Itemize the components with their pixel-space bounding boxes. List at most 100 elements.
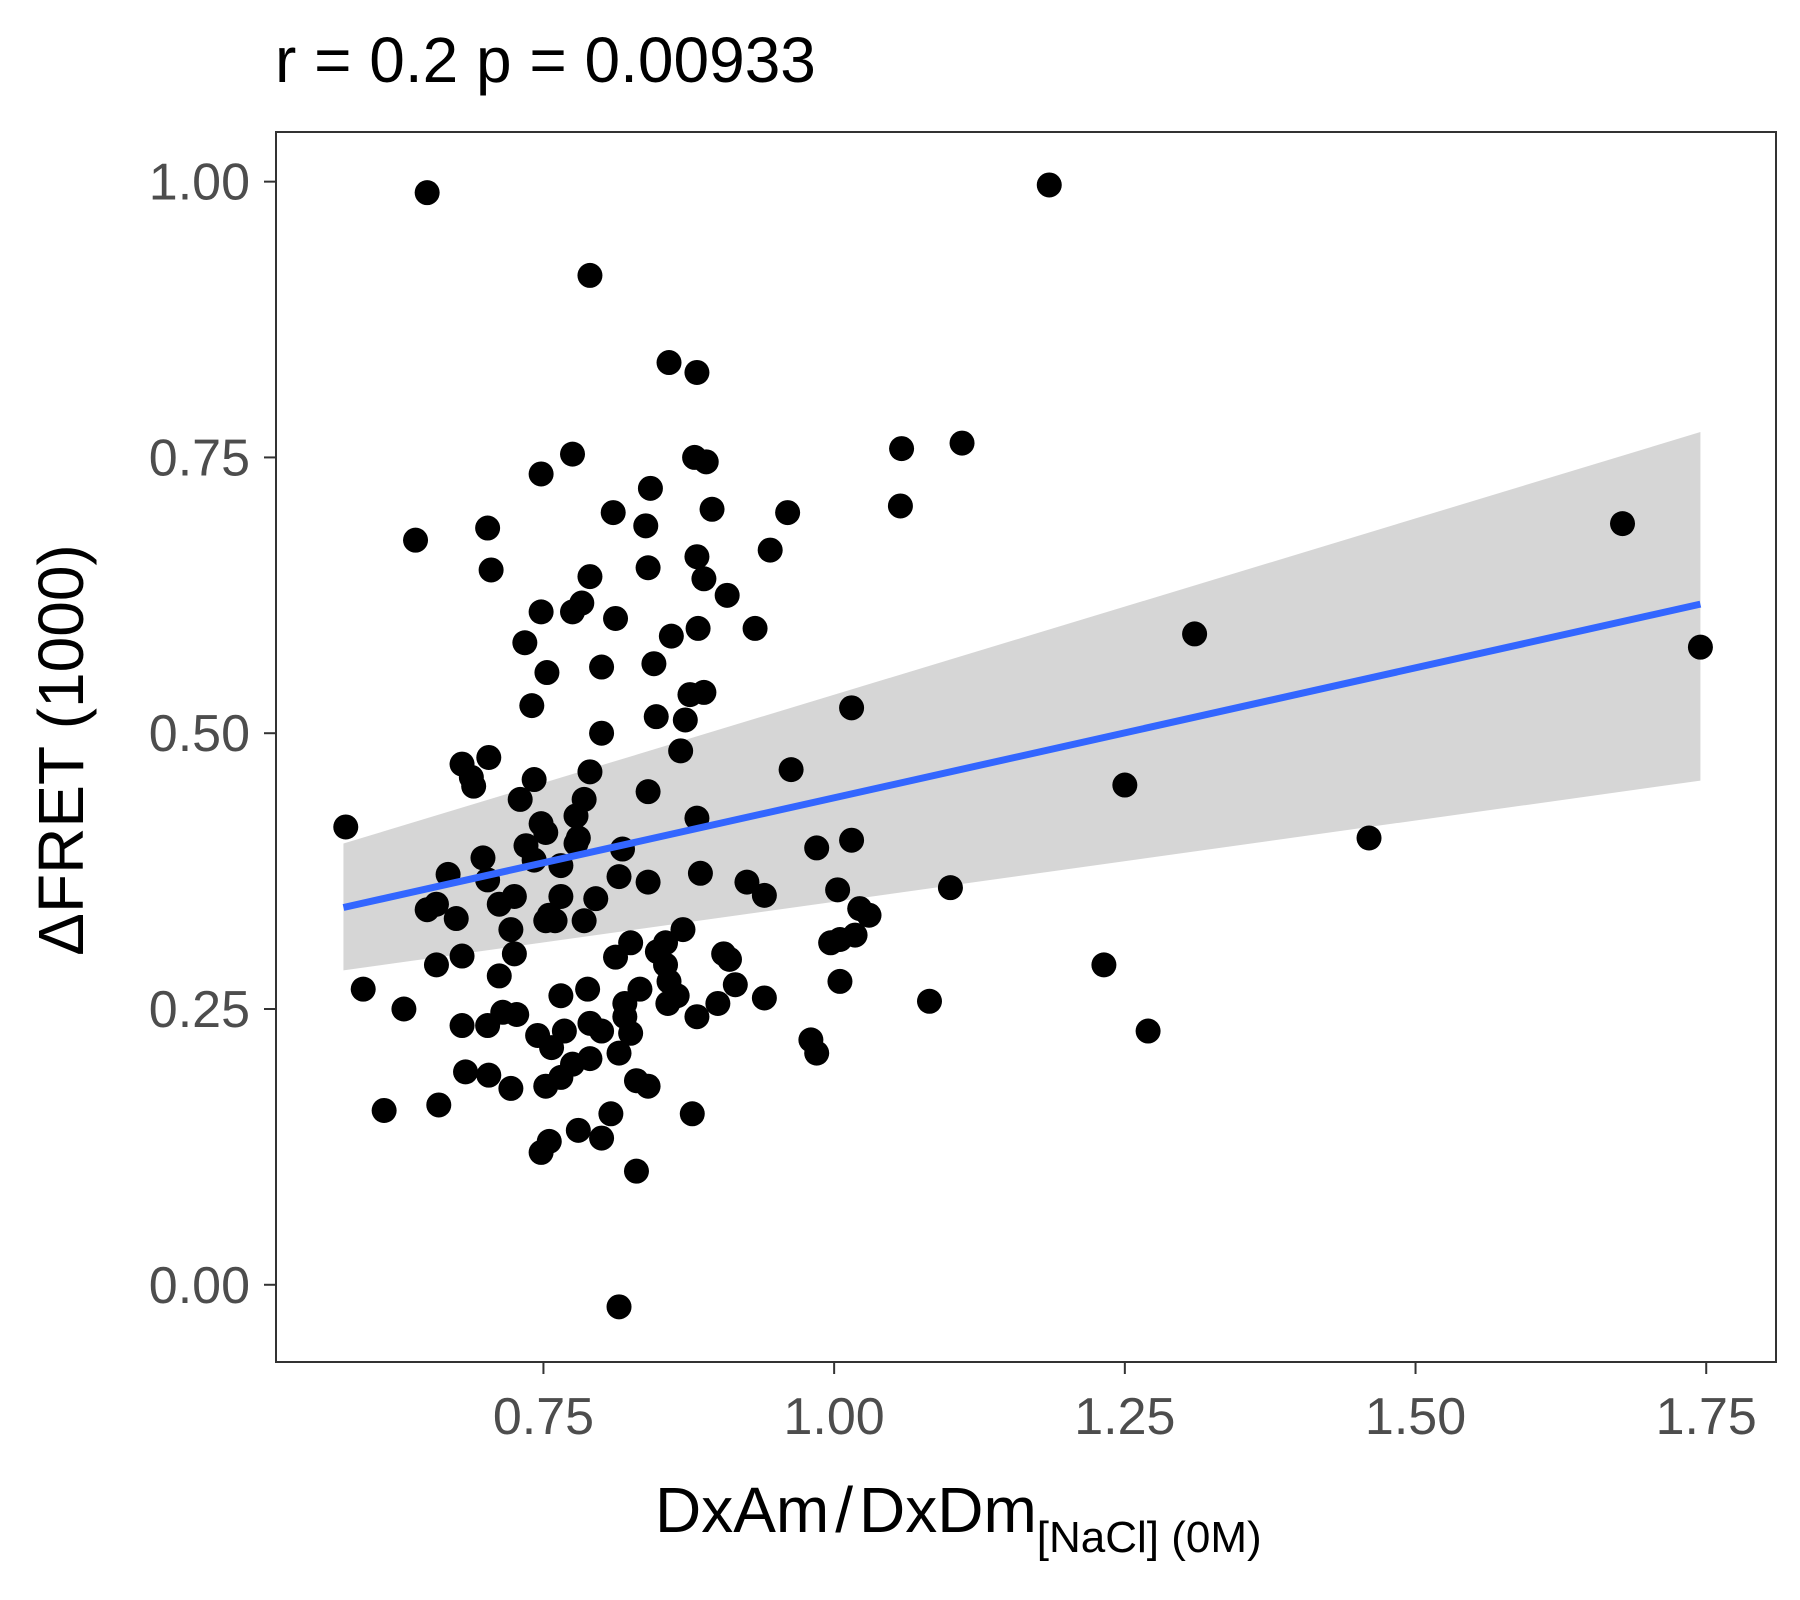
data-point [542, 908, 568, 934]
data-point [533, 1073, 559, 1099]
data-point [575, 976, 601, 1002]
chart-title: r = 0.2 p = 0.00933 [275, 24, 816, 96]
x-axis-title: DxAm/DxDm[NaCl] (0M) [655, 1474, 1262, 1562]
x-tick-label: 1.00 [784, 1388, 885, 1446]
data-point [414, 897, 440, 923]
x-axis-title-denominator: DxDm [859, 1474, 1037, 1546]
data-point [714, 582, 740, 608]
data-point [658, 623, 684, 649]
data-point [734, 869, 760, 895]
data-point [589, 654, 615, 680]
data-point [839, 827, 865, 853]
data-point [742, 615, 768, 641]
data-point [775, 500, 801, 526]
x-tick-label: 1.50 [1365, 1388, 1466, 1446]
data-point [577, 262, 603, 288]
data-point [655, 990, 681, 1016]
data-point [371, 1097, 397, 1123]
data-point [504, 1002, 530, 1028]
x-tick-label: 0.75 [493, 1388, 594, 1446]
data-point [577, 759, 603, 785]
y-tick-label: 1.00 [149, 154, 250, 212]
data-point [589, 1018, 615, 1044]
data-point [722, 972, 748, 998]
y-axis-title: ΔFRET (1000) [25, 544, 97, 955]
data-point [635, 779, 661, 805]
data-point [818, 930, 844, 956]
data-point [486, 963, 512, 989]
data-point [1687, 634, 1713, 660]
data-point [560, 441, 586, 467]
data-point [684, 359, 710, 385]
data-point [403, 527, 429, 553]
y-tick-label: 0.50 [149, 705, 250, 763]
data-point [1112, 772, 1138, 798]
data-point [643, 704, 669, 730]
data-point [623, 1158, 649, 1184]
data-point [1182, 621, 1208, 647]
data-point [656, 350, 682, 376]
data-point [699, 496, 725, 522]
x-tick-label: 1.25 [1074, 1388, 1175, 1446]
data-point [589, 1125, 615, 1151]
x-axis-title-separator: / [835, 1474, 853, 1546]
data-point [637, 475, 663, 501]
data-point [350, 976, 376, 1002]
data-point [1135, 1018, 1161, 1044]
data-point [751, 882, 777, 908]
data-point [672, 707, 698, 733]
confidence-band-layer [343, 432, 1701, 971]
y-tick-label: 0.00 [149, 1257, 250, 1315]
plot-panel-border [275, 131, 1777, 1363]
data-point [937, 875, 963, 901]
data-point [635, 869, 661, 895]
data-point [804, 835, 830, 861]
data-point [635, 555, 661, 581]
data-point [606, 1294, 632, 1320]
data-point [470, 845, 496, 871]
data-point [687, 860, 713, 886]
data-point [475, 1013, 501, 1039]
data-point [670, 917, 696, 943]
data-point [618, 1020, 644, 1046]
data-point [478, 557, 504, 583]
data-point [449, 1013, 475, 1039]
data-point [443, 906, 469, 932]
data-point [949, 430, 975, 456]
y-tick-label: 0.25 [149, 981, 250, 1039]
data-point [528, 461, 554, 487]
data-point [475, 515, 501, 541]
data-point [684, 1004, 710, 1030]
data-point [486, 891, 512, 917]
data-point [677, 682, 703, 708]
data-point [600, 500, 626, 526]
data-point [539, 1035, 565, 1061]
data-point [501, 941, 527, 967]
data-point [1610, 511, 1636, 537]
data-point [563, 803, 589, 829]
data-point [778, 757, 804, 783]
data-point [565, 1117, 591, 1143]
x-axis: 0.75 1.00 1.25 1.50 1.75 [493, 1362, 1757, 1446]
data-point [571, 908, 597, 934]
data-point [449, 943, 475, 969]
data-point [534, 660, 560, 686]
data-point [548, 883, 574, 909]
data-point [684, 544, 710, 570]
data-point [633, 513, 659, 539]
points-layer [333, 172, 1713, 1320]
data-point [751, 985, 777, 1011]
data-point [333, 814, 359, 840]
data-point [391, 996, 417, 1022]
data-point [705, 990, 731, 1016]
data-point [693, 449, 719, 475]
data-point [512, 630, 538, 656]
data-point [889, 436, 915, 462]
data-point [533, 819, 559, 845]
data-point [887, 493, 913, 519]
data-point [916, 988, 942, 1014]
data-point [498, 917, 524, 943]
data-point [461, 773, 487, 799]
data-point [426, 1092, 452, 1118]
